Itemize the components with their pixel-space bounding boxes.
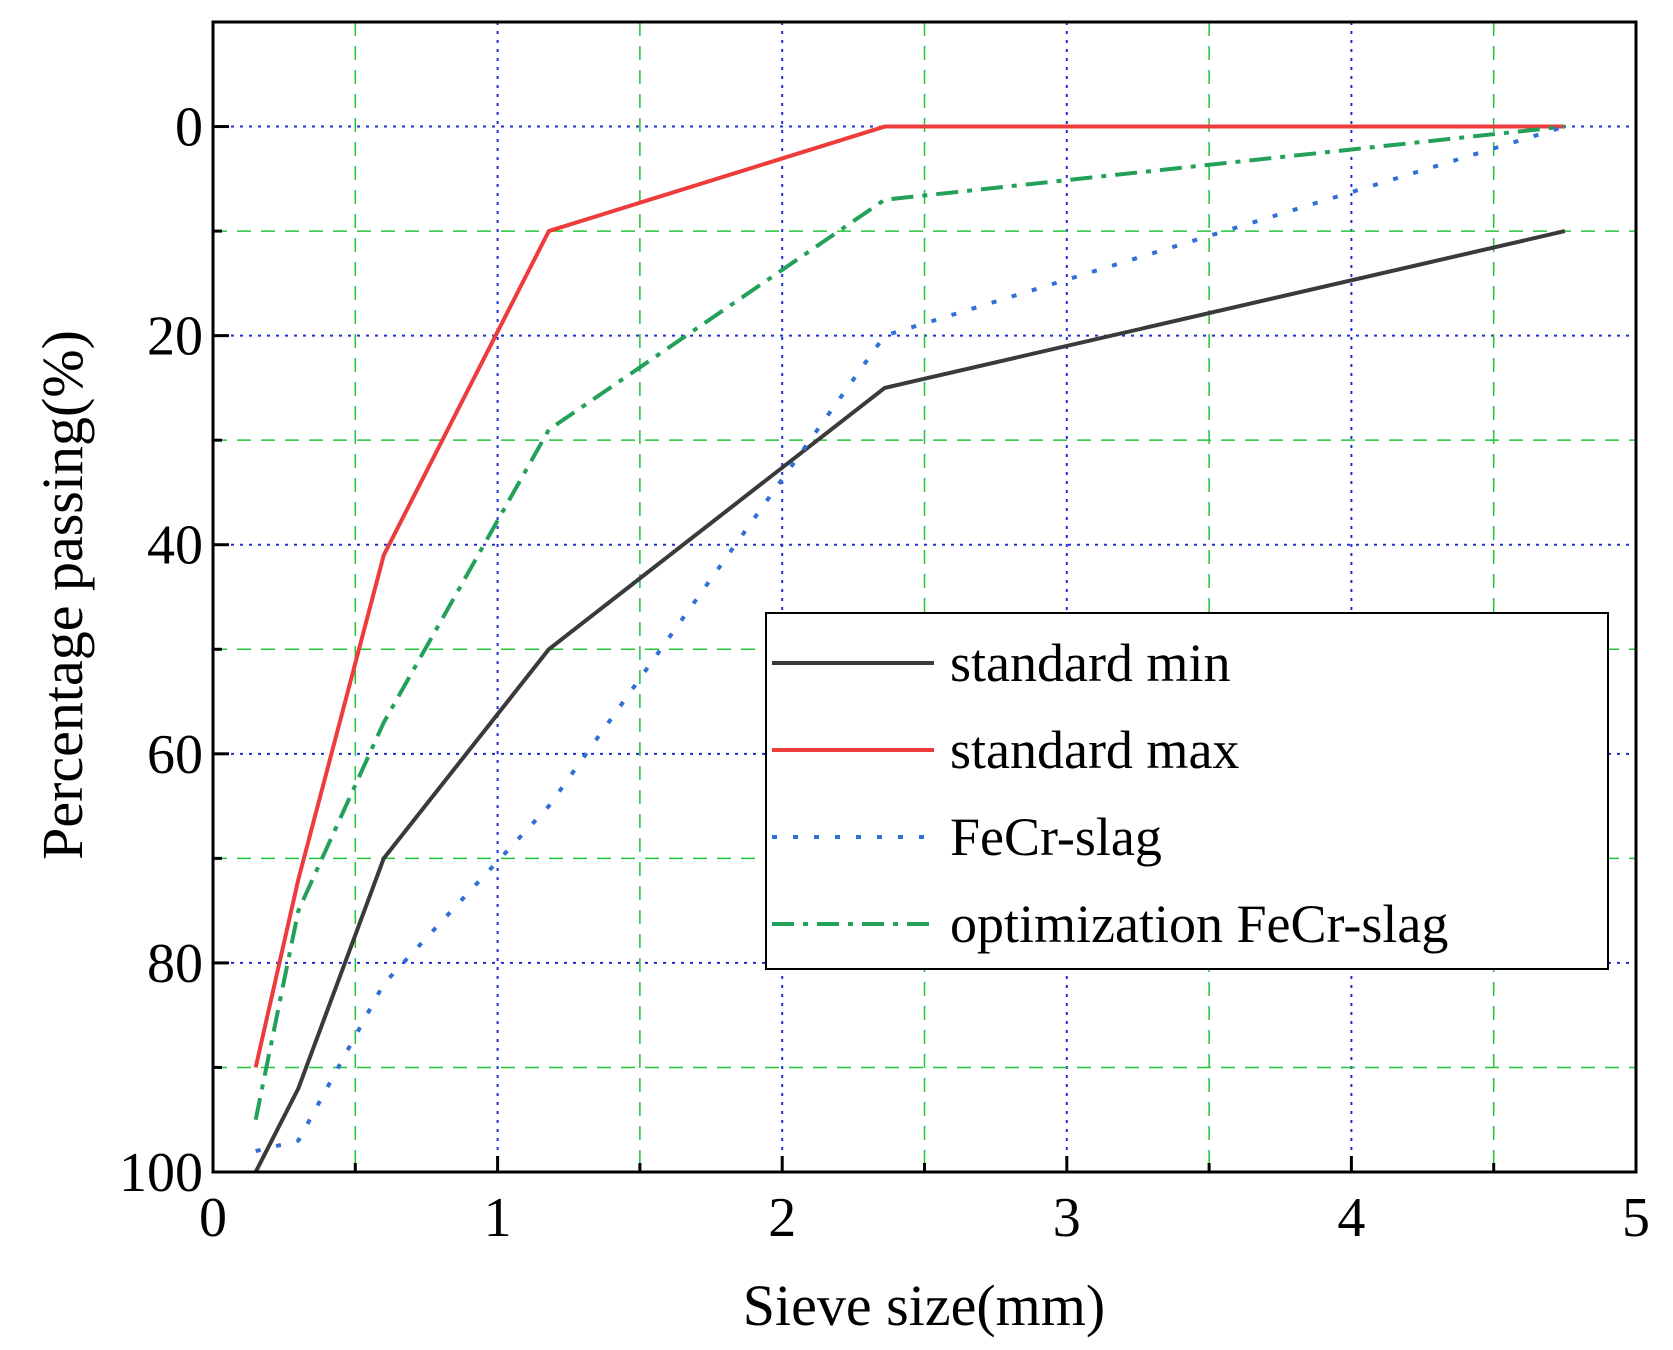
x-tick-label: 2 [768, 1187, 796, 1249]
x-tick-label: 4 [1337, 1187, 1365, 1249]
y-tick-label: 20 [147, 306, 203, 368]
x-tick-label: 3 [1053, 1187, 1081, 1249]
x-tick-label: 5 [1622, 1187, 1650, 1249]
x-tick-label: 0 [199, 1187, 227, 1249]
y-tick-label: 40 [147, 515, 203, 577]
legend-label-standard-min: standard min [950, 633, 1230, 693]
y-tick-label: 0 [175, 97, 203, 159]
x-axis-title: Sieve size(mm) [743, 1273, 1105, 1338]
x-tick-label: 1 [484, 1187, 512, 1249]
legend-label-optimization-fecr-slag: optimization FeCr-slag [950, 894, 1448, 954]
y-tick-label: 60 [147, 724, 203, 786]
chart: 0 1 2 3 4 5 0 20 40 60 80 100 Sieve size(mm) Percen… [0, 0, 1673, 1350]
legend-label-fecr-slag: FeCr-slag [950, 807, 1162, 867]
legend-label-standard-max: standard max [950, 720, 1239, 780]
y-axis-title: Percentage passing(%) [30, 330, 95, 860]
y-tick-label: 80 [147, 933, 203, 995]
y-tick-label: 100 [119, 1142, 203, 1204]
legend: standard min standard max FeCr-slag optimiz… [766, 613, 1608, 969]
